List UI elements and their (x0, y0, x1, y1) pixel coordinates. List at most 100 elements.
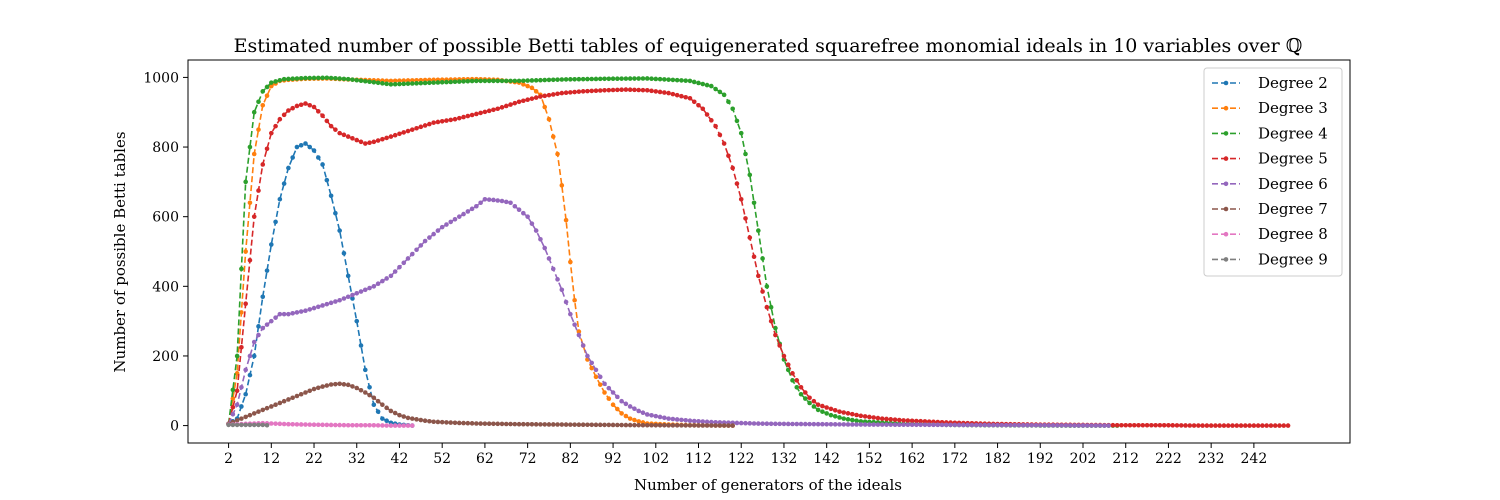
data-point (461, 211, 466, 217)
data-point (311, 305, 317, 311)
data-point (409, 251, 415, 257)
data-point (850, 422, 855, 427)
data-point (610, 422, 616, 428)
data-point (345, 382, 351, 388)
data-point (264, 84, 270, 90)
data-point (461, 420, 466, 426)
data-point (392, 269, 398, 274)
legend-label: Degree 5 (1258, 150, 1328, 168)
data-point (850, 417, 855, 423)
data-point (798, 391, 804, 397)
data-point (593, 367, 599, 373)
data-point (286, 397, 291, 402)
series-2 (226, 75, 1120, 428)
data-point (794, 384, 800, 390)
data-point (803, 390, 808, 395)
data-point (358, 289, 364, 294)
data-point (1055, 423, 1060, 428)
y-tick-label: 0 (170, 419, 179, 435)
data-point (820, 409, 825, 414)
data-point (982, 422, 988, 428)
data-point (316, 385, 321, 391)
data-point (734, 420, 740, 426)
data-point (290, 421, 295, 427)
data-point (482, 421, 488, 426)
data-point (444, 79, 449, 85)
data-point (862, 414, 868, 419)
data-point (670, 91, 676, 97)
data-point (1268, 423, 1274, 428)
data-point (525, 421, 530, 427)
data-point (298, 76, 304, 81)
data-point (324, 75, 330, 81)
data-point (546, 92, 552, 98)
data-point (691, 423, 697, 428)
data-point (568, 77, 573, 82)
data-point (670, 77, 676, 83)
data-point (431, 80, 436, 85)
data-point (251, 353, 257, 359)
data-point (452, 116, 458, 122)
data-point (397, 423, 402, 428)
data-point (585, 422, 590, 428)
data-point (260, 325, 266, 331)
data-point (627, 416, 633, 421)
data-point (341, 422, 347, 428)
data-point (1187, 423, 1193, 428)
data-point (247, 412, 253, 418)
data-point (644, 422, 650, 428)
data-point (375, 423, 381, 428)
data-point (418, 80, 424, 86)
data-point (311, 104, 317, 110)
data-point (311, 148, 317, 153)
data-point (610, 402, 616, 408)
data-point (499, 105, 505, 110)
data-point (298, 391, 304, 397)
data-point (798, 384, 804, 390)
data-point (713, 123, 718, 129)
data-point (901, 422, 906, 428)
data-point (328, 193, 334, 199)
data-point (277, 196, 283, 202)
data-point (576, 332, 582, 338)
data-point (226, 422, 231, 428)
data-point (956, 422, 962, 428)
data-point (418, 243, 424, 248)
data-point (1174, 423, 1180, 428)
data-point (760, 421, 765, 426)
data-point (995, 422, 1000, 428)
data-point (311, 386, 317, 392)
data-point (832, 422, 838, 427)
data-point (409, 416, 415, 421)
data-point (1213, 423, 1218, 428)
data-point (1217, 423, 1222, 428)
data-point (751, 421, 757, 426)
legend-label: Degree 4 (1258, 124, 1328, 142)
data-point (653, 89, 659, 94)
data-point (683, 423, 688, 428)
data-point (743, 151, 748, 157)
data-point (1225, 423, 1231, 428)
data-point (738, 130, 744, 136)
data-point (597, 382, 603, 387)
data-point (1003, 422, 1009, 428)
data-point (260, 294, 266, 300)
data-point (264, 322, 270, 327)
x-tick-label: 132 (771, 451, 798, 467)
data-point (559, 90, 565, 96)
data-point (495, 198, 501, 203)
data-point (316, 109, 321, 114)
data-point (388, 82, 394, 87)
y-axis: 0 200 400 600 800 1000 (143, 70, 188, 435)
data-point (260, 162, 266, 167)
data-point (269, 130, 274, 136)
data-point (700, 81, 706, 87)
data-point (290, 395, 295, 401)
data-point (623, 401, 629, 407)
data-point (303, 101, 308, 106)
data-point (529, 85, 535, 91)
x-tick-label: 162 (899, 451, 926, 467)
data-point (756, 273, 761, 279)
x-tick-label: 142 (813, 451, 840, 467)
data-point (640, 87, 646, 93)
